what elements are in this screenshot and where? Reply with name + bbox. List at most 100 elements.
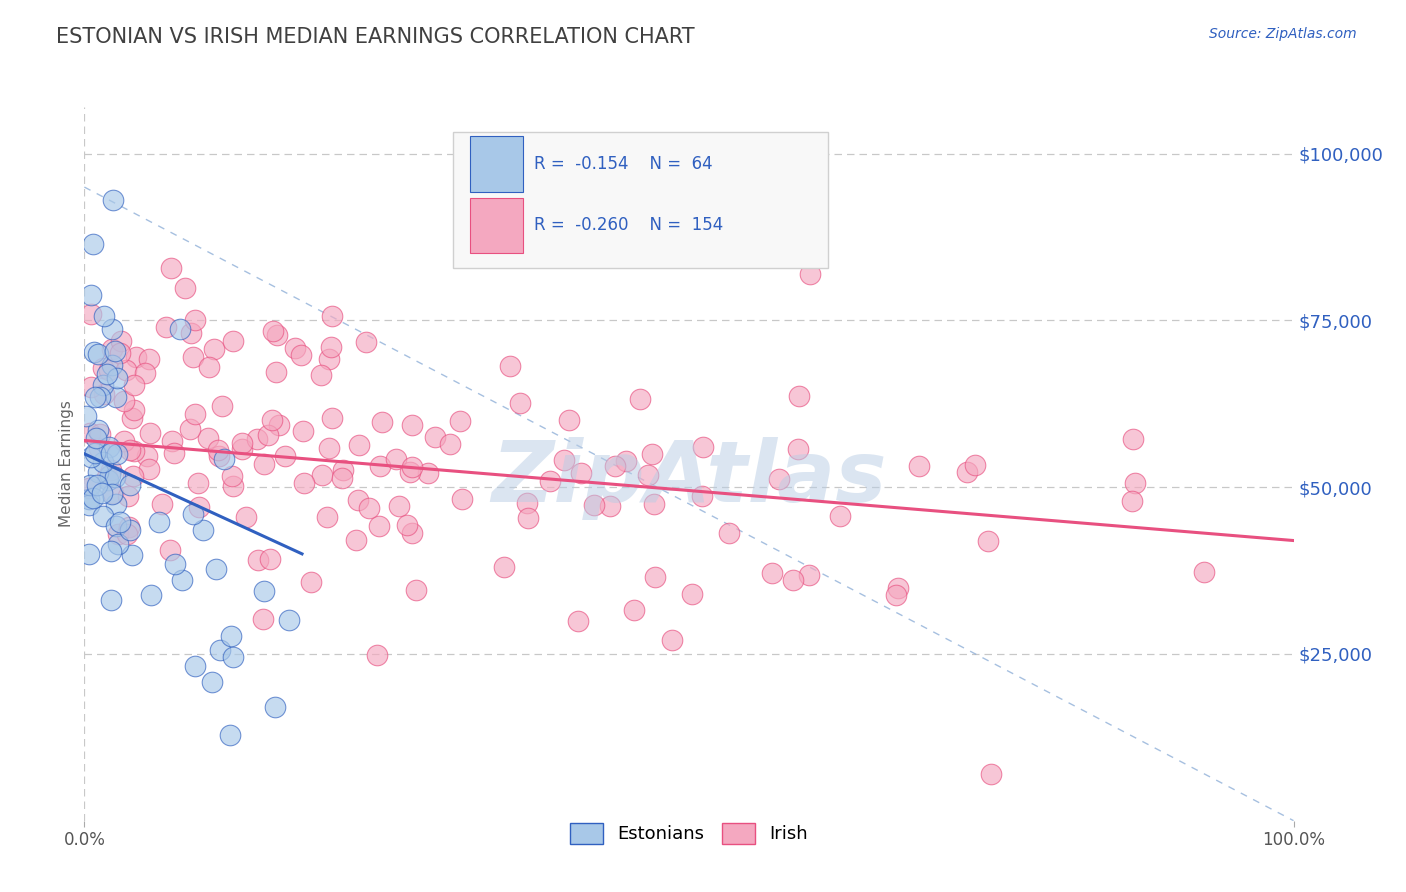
Point <box>100 463 122 477</box>
Point <box>253 584 276 599</box>
Point <box>91 361 114 376</box>
Point <box>97 473 120 487</box>
Point <box>181 507 204 521</box>
Point <box>311 467 333 482</box>
Point <box>180 326 202 340</box>
Point <box>89 391 111 405</box>
Point <box>115 526 138 541</box>
Point <box>103 194 125 208</box>
Point <box>643 497 665 511</box>
Point <box>247 553 270 567</box>
Point <box>174 281 197 295</box>
Point <box>82 237 104 252</box>
Text: R =  -0.260    N =  154: R = -0.260 N = 154 <box>534 217 724 235</box>
Point <box>86 478 108 492</box>
Point <box>80 307 103 321</box>
Point <box>388 499 411 513</box>
Point <box>311 368 333 382</box>
Point <box>266 328 288 343</box>
Point <box>77 482 100 496</box>
Point <box>357 500 380 515</box>
Point <box>170 573 193 587</box>
Point <box>884 588 907 602</box>
Point <box>110 334 132 348</box>
Point <box>799 267 821 281</box>
Point <box>346 493 368 508</box>
Point <box>828 508 851 523</box>
Point <box>321 309 343 323</box>
Point <box>101 322 124 336</box>
Point <box>108 515 131 529</box>
Point <box>91 486 114 500</box>
Point <box>138 352 160 367</box>
Point <box>121 548 143 562</box>
Point <box>264 699 287 714</box>
Point <box>125 350 148 364</box>
Point <box>197 431 219 445</box>
Point <box>368 519 391 533</box>
Point <box>405 582 427 597</box>
Point <box>222 334 245 348</box>
Point <box>93 309 115 323</box>
Point <box>160 434 183 448</box>
Point <box>797 568 820 582</box>
Point <box>264 365 287 379</box>
Point <box>681 586 703 600</box>
Point <box>187 500 209 514</box>
Point <box>184 312 207 326</box>
Point <box>260 413 283 427</box>
Point <box>787 442 810 456</box>
Point <box>179 422 201 436</box>
Point <box>96 367 118 381</box>
Point <box>423 429 446 443</box>
Point <box>292 476 315 491</box>
Point <box>219 728 242 742</box>
Point <box>246 433 269 447</box>
Point <box>614 454 637 468</box>
Point <box>84 391 107 405</box>
Point <box>1192 565 1215 579</box>
Point <box>98 363 121 377</box>
Point <box>134 367 156 381</box>
Point <box>83 446 105 460</box>
Legend: Estonians, Irish: Estonians, Irish <box>562 815 815 851</box>
Point <box>169 322 191 336</box>
Point <box>637 468 659 483</box>
Point <box>184 407 207 421</box>
Point <box>202 342 225 356</box>
Point <box>163 445 186 459</box>
Point <box>101 486 124 500</box>
Point <box>290 348 312 362</box>
Point <box>77 547 100 561</box>
Point <box>399 466 422 480</box>
Point <box>82 491 104 506</box>
Point <box>316 509 339 524</box>
Point <box>87 423 110 437</box>
Point <box>207 443 229 458</box>
Point <box>122 403 145 417</box>
Point <box>150 497 173 511</box>
Point <box>976 533 998 548</box>
Point <box>100 487 122 501</box>
Point <box>253 457 276 471</box>
Point <box>93 387 115 401</box>
Point <box>184 659 207 673</box>
Point <box>208 449 231 463</box>
Point <box>368 459 391 474</box>
Point <box>86 431 108 445</box>
Point <box>187 475 209 490</box>
Point <box>385 452 408 467</box>
FancyBboxPatch shape <box>470 198 523 253</box>
Point <box>120 478 142 492</box>
Point <box>366 648 388 662</box>
Point <box>91 508 114 523</box>
Point <box>198 359 221 374</box>
Point <box>155 319 177 334</box>
Point <box>86 347 108 361</box>
Point <box>122 443 145 458</box>
Point <box>122 378 145 392</box>
Point <box>492 560 515 574</box>
Point <box>887 581 910 595</box>
Point <box>628 392 651 406</box>
Point <box>117 489 139 503</box>
